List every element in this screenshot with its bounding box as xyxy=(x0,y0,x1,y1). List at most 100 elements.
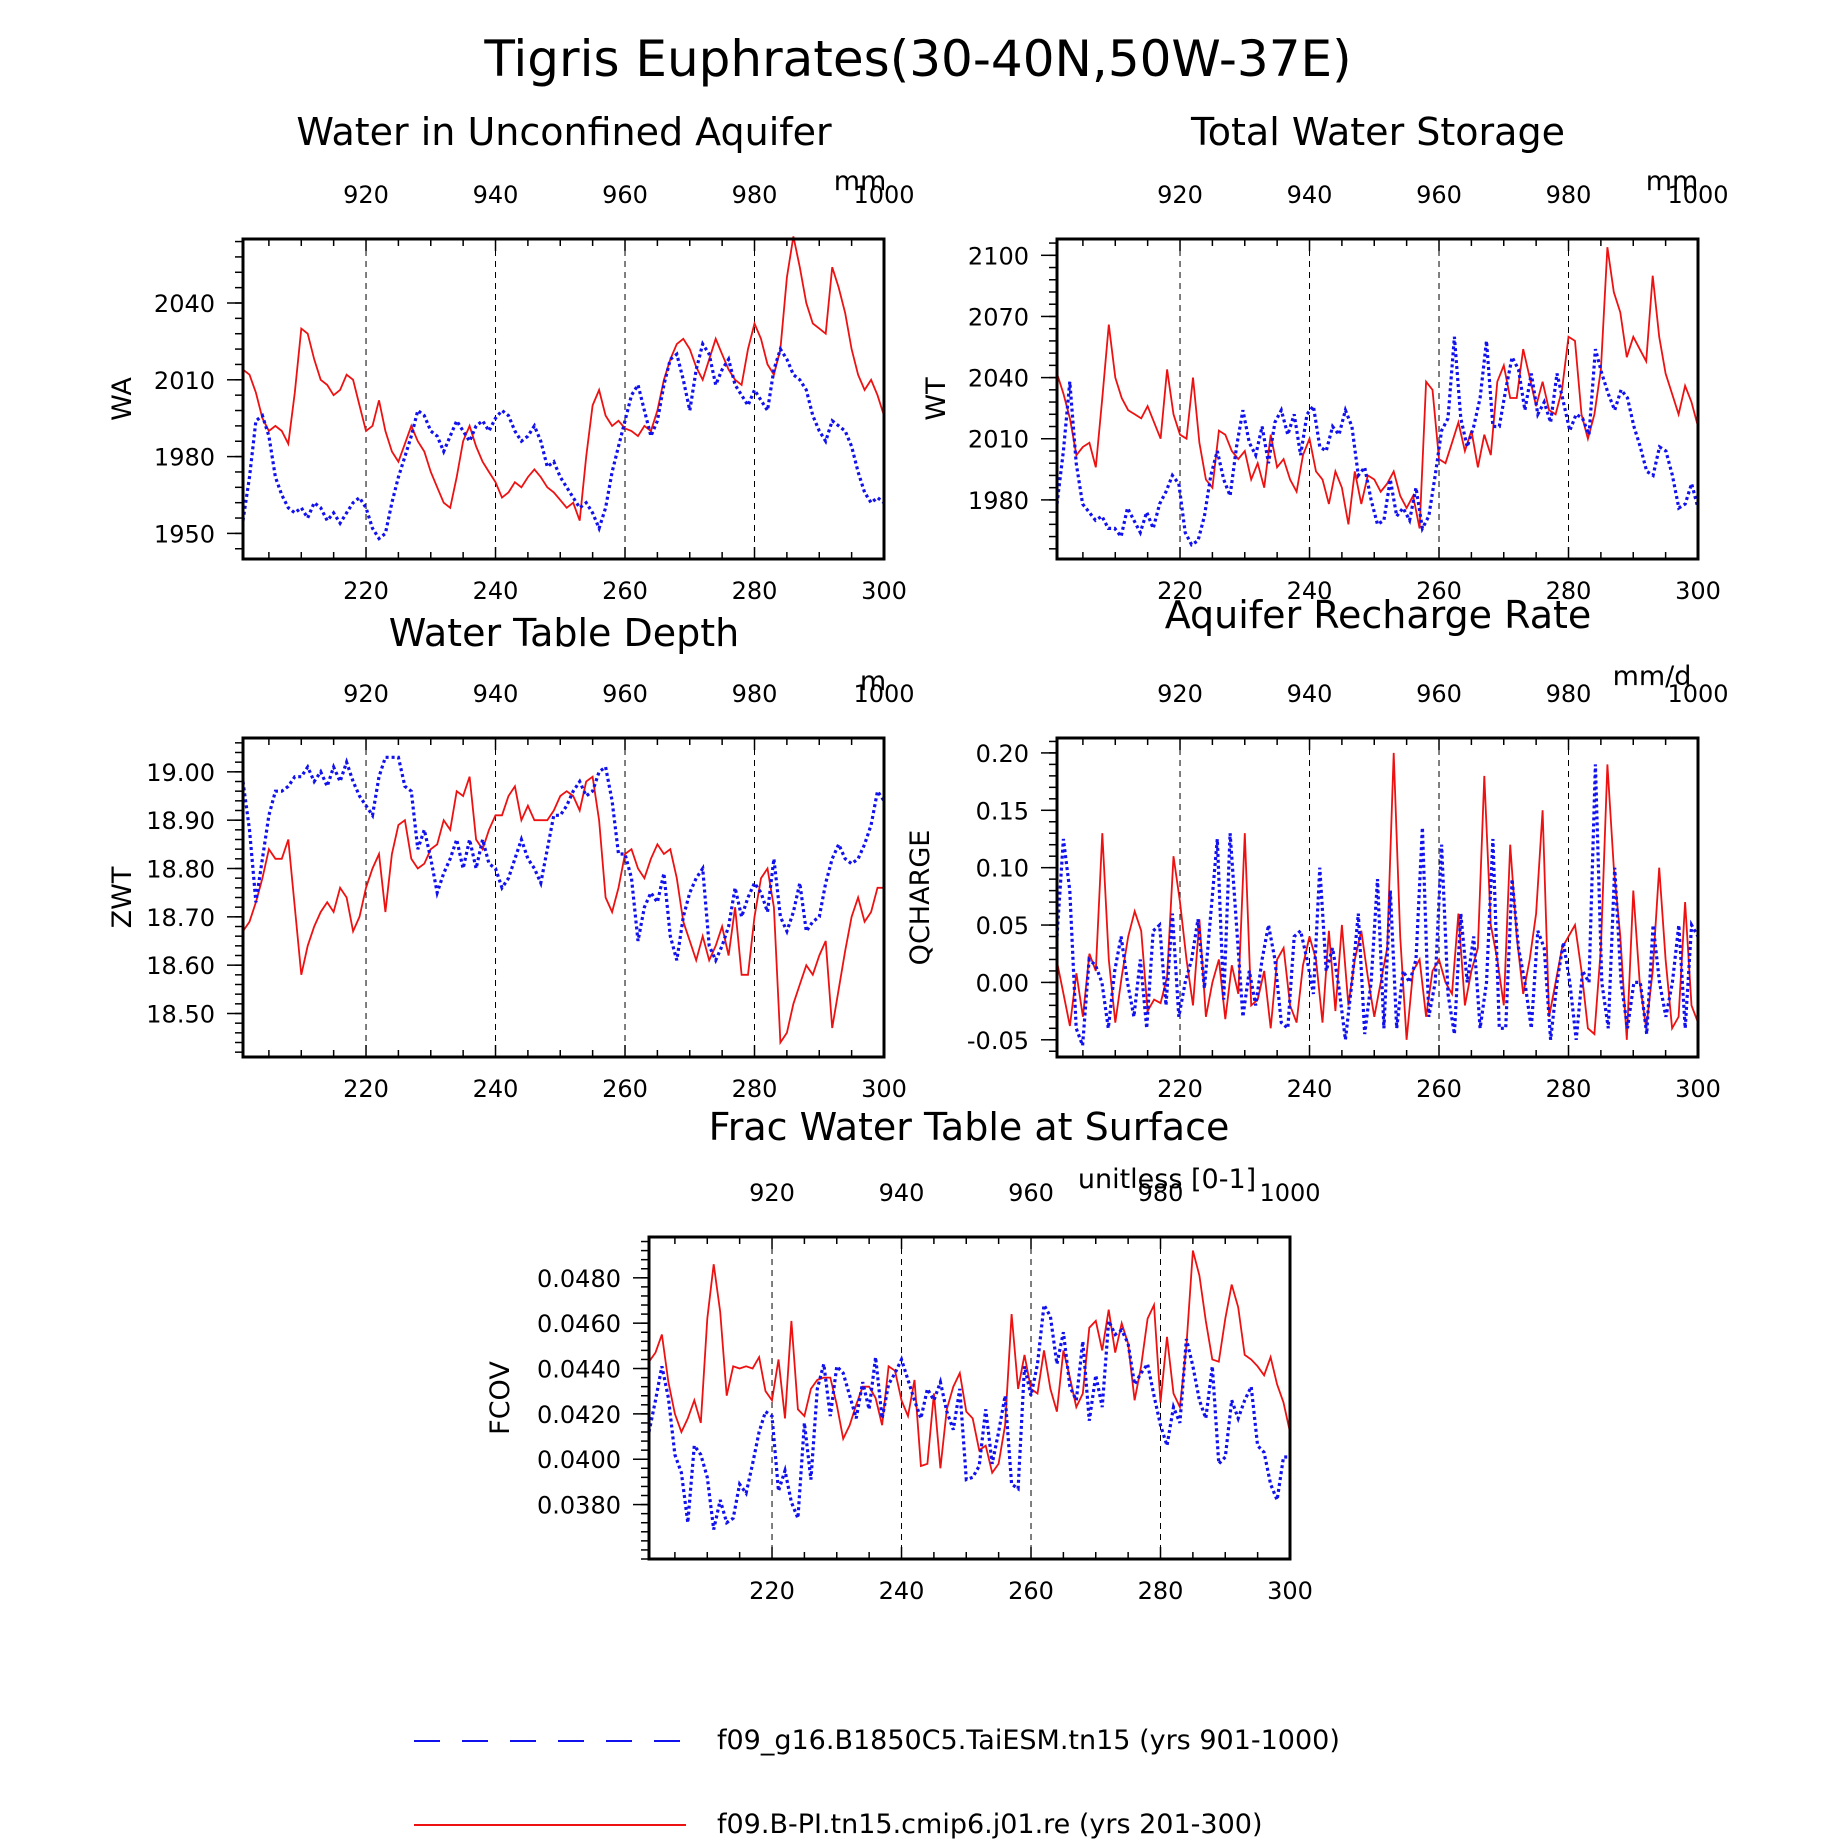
panel-title: Frac Water Table at Surface xyxy=(709,1105,1230,1149)
x-top-tick-label: 980 xyxy=(732,680,778,708)
plot-frame xyxy=(241,237,886,561)
x-bottom-tick-label: 240 xyxy=(473,1075,519,1103)
x-bottom-tick-label: 260 xyxy=(1008,1577,1054,1605)
x-top-tick-label: 1000 xyxy=(1259,1179,1320,1207)
y-axis-label: WA xyxy=(107,377,138,421)
y-tick-label: 1980 xyxy=(154,444,215,472)
x-top-tick-label: 920 xyxy=(343,680,389,708)
panel-aquifer-recharge-rate: Aquifer Recharge Rate mm/d 220 240 260 280 300… xyxy=(905,593,1729,1103)
y-tick-label: 0.0460 xyxy=(537,1310,621,1338)
y-axis-label: WT xyxy=(921,377,952,421)
y-tick-label: 19.00 xyxy=(146,759,215,787)
y-tick-label: 0.10 xyxy=(976,855,1029,883)
y-tick-label: 0.20 xyxy=(976,740,1029,768)
x-top-tick-label: 1000 xyxy=(1667,680,1728,708)
x-top-tick-label: 980 xyxy=(732,181,778,209)
y-tick-label: 2100 xyxy=(968,242,1029,270)
x-bottom-tick-label: 260 xyxy=(1416,1075,1462,1103)
x-top-tick-label: 920 xyxy=(343,181,389,209)
x-top-tick-label: 960 xyxy=(1416,680,1462,708)
y-tick-label: 0.0380 xyxy=(537,1492,621,1520)
y-tick-label: 2010 xyxy=(968,426,1029,454)
x-bottom-tick-label: 220 xyxy=(1157,1075,1203,1103)
panel-water-table-depth: Water Table Depth m 220 240 260 280 300 920 940 9… xyxy=(107,611,915,1103)
x-top-tick-label: 960 xyxy=(602,181,648,209)
x-top-tick-label: 940 xyxy=(473,181,519,209)
x-top-tick-label: 960 xyxy=(1416,181,1462,209)
x-top-tick-label: 920 xyxy=(1157,181,1203,209)
panel-title: Water Table Depth xyxy=(389,611,740,655)
x-top-tick-label: 980 xyxy=(1546,680,1592,708)
y-tick-label: -0.05 xyxy=(967,1027,1029,1055)
x-bottom-tick-label: 300 xyxy=(861,577,907,605)
y-tick-label: 18.70 xyxy=(146,904,215,932)
y-tick-label: 0.0440 xyxy=(537,1356,621,1384)
series-line-taiesm xyxy=(1055,764,1700,1047)
x-top-tick-label: 980 xyxy=(1138,1179,1184,1207)
x-bottom-tick-label: 240 xyxy=(879,1577,925,1605)
plot-frame xyxy=(647,1235,1292,1561)
x-bottom-tick-label: 300 xyxy=(1675,1075,1721,1103)
y-tick-label: 2040 xyxy=(154,290,215,318)
series-line-cmip6 xyxy=(1056,247,1699,529)
units-label: mm/d xyxy=(1613,661,1692,692)
legend: f09_g16.B1850C5.TaiESM.tn15 (yrs 901-100… xyxy=(414,1725,1340,1840)
series-line-cmip6 xyxy=(648,1250,1291,1475)
x-bottom-tick-label: 260 xyxy=(602,1075,648,1103)
y-tick-label: 0.0420 xyxy=(537,1401,621,1429)
x-top-tick-label: 980 xyxy=(1546,181,1592,209)
x-top-tick-label: 1000 xyxy=(853,181,914,209)
series-line-cmip6 xyxy=(242,236,885,521)
x-bottom-tick-label: 240 xyxy=(473,577,519,605)
y-axis-label: FCOV xyxy=(485,1361,516,1435)
x-bottom-tick-label: 260 xyxy=(1416,577,1462,605)
y-tick-label: 2010 xyxy=(154,367,215,395)
x-bottom-tick-label: 280 xyxy=(732,1075,778,1103)
x-bottom-tick-label: 220 xyxy=(343,577,389,605)
y-tick-label: 0.00 xyxy=(976,969,1029,997)
y-tick-label: 1980 xyxy=(968,487,1029,515)
y-axis-label: QCHARGE xyxy=(905,830,936,966)
panel-frac-water-table-at-surface: Frac Water Table at Surface unitless [0-1… xyxy=(485,1105,1321,1605)
x-top-tick-label: 940 xyxy=(879,1179,925,1207)
x-top-tick-label: 1000 xyxy=(1667,181,1728,209)
panel-title: Aquifer Recharge Rate xyxy=(1165,593,1592,637)
x-top-tick-label: 940 xyxy=(473,680,519,708)
y-tick-label: 0.0400 xyxy=(537,1446,621,1474)
y-tick-label: 0.0480 xyxy=(537,1265,621,1293)
x-top-tick-label: 960 xyxy=(602,680,648,708)
x-bottom-tick-label: 260 xyxy=(602,577,648,605)
units-label: m xyxy=(860,666,886,697)
x-bottom-tick-label: 220 xyxy=(343,1075,389,1103)
x-bottom-tick-label: 300 xyxy=(1267,1577,1313,1605)
figure-title: Tigris Euphrates(30-40N,50W-37E) xyxy=(483,30,1351,88)
x-top-tick-label: 940 xyxy=(1287,680,1333,708)
panel-total-water-storage: Total Water Storage mm 220 240 260 280 300 920 9… xyxy=(921,110,1729,605)
y-axis-label: ZWT xyxy=(107,866,138,928)
series-line-cmip6 xyxy=(242,775,884,1046)
x-bottom-tick-label: 280 xyxy=(1138,1577,1184,1605)
y-tick-label: 18.90 xyxy=(146,807,215,835)
x-bottom-tick-label: 280 xyxy=(1546,577,1592,605)
panel-title: Water in Unconfined Aquifer xyxy=(296,110,832,154)
units-label: mm xyxy=(1646,166,1699,197)
plot-frame xyxy=(241,736,886,1059)
y-tick-label: 2070 xyxy=(968,303,1029,331)
x-bottom-tick-label: 220 xyxy=(749,1577,795,1605)
y-tick-label: 18.60 xyxy=(146,952,215,980)
plot-frame xyxy=(1055,736,1700,1059)
legend-label-cmip6: f09.B-PI.tn15.cmip6.j01.re (yrs 201-300) xyxy=(717,1809,1262,1840)
units-label: unitless [0-1] xyxy=(1078,1164,1256,1195)
y-tick-label: 2040 xyxy=(968,365,1029,393)
y-tick-label: 1950 xyxy=(154,520,215,548)
x-top-tick-label: 960 xyxy=(1008,1179,1054,1207)
x-bottom-tick-label: 220 xyxy=(1157,577,1203,605)
x-bottom-tick-label: 240 xyxy=(1287,1075,1333,1103)
y-tick-label: 0.05 xyxy=(976,912,1029,940)
x-top-tick-label: 1000 xyxy=(853,680,914,708)
y-tick-label: 18.50 xyxy=(146,1001,215,1029)
x-bottom-tick-label: 240 xyxy=(1287,577,1333,605)
y-tick-label: 18.80 xyxy=(146,856,215,884)
